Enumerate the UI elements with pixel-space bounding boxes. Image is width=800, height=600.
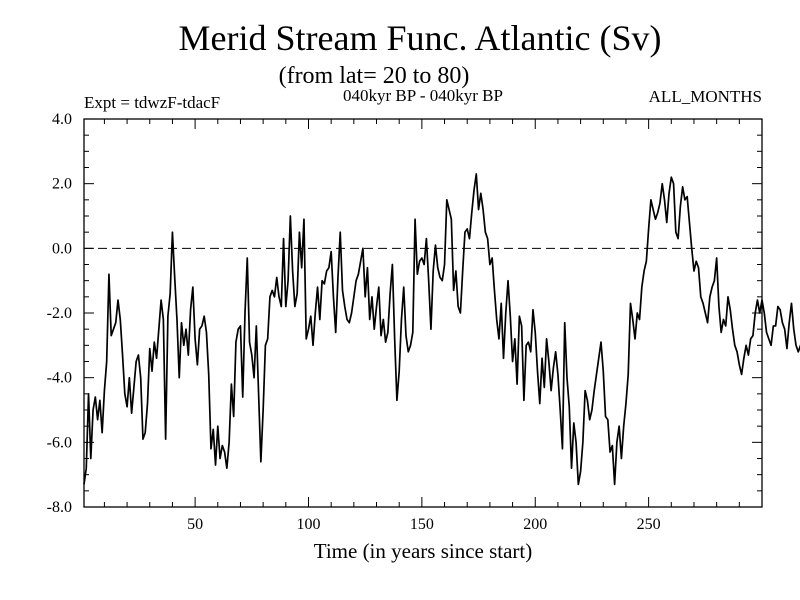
y-tick-label: -2.0: [47, 305, 72, 322]
chart-subtitle: (from lat= 20 to 80): [279, 63, 470, 89]
x-tick-label: 50: [187, 516, 203, 533]
plot-frame: [83, 118, 763, 508]
x-tick-label: 250: [637, 516, 661, 533]
period-label: 040kyr BP - 040kyr BP: [343, 86, 503, 105]
y-tick-label: 4.0: [52, 111, 72, 128]
x-tick-label: 200: [523, 516, 547, 533]
series-line: [83, 173, 800, 486]
y-tick-label: -8.0: [47, 499, 72, 516]
x-tick-label: 150: [410, 516, 434, 533]
y-tick-label: 2.0: [52, 176, 72, 193]
season-label: ALL_MONTHS: [649, 87, 762, 106]
axes: 50 100 150 200 250 -8.0 -6.0 -4.0 -2.0 0.0 2.0 4.0: [47, 111, 800, 533]
x-axis-label: Time (in years since start): [314, 539, 533, 563]
y-tick-label: 0.0: [52, 240, 72, 257]
x-tick-label: 100: [296, 516, 320, 533]
chart-title: Merid Stream Func. Atlantic (Sv): [179, 18, 662, 58]
y-tick-label: -6.0: [47, 434, 72, 451]
y-tick-label: -4.0: [47, 370, 72, 387]
experiment-label: Expt = tdwzF-tdacF: [84, 93, 220, 112]
